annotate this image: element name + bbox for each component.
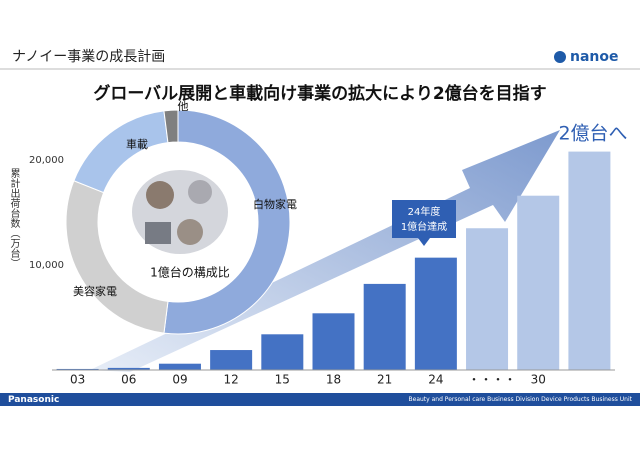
callout-pointer [418,238,430,246]
bar [363,283,406,370]
x-tick-label: 18 [326,373,341,387]
photo-appliance [145,222,171,244]
donut-slice [163,109,291,335]
section-title: ナノイー事業の成長計画 [12,49,165,65]
target-label: 2億台へ [558,123,627,145]
bar [210,350,253,370]
bar [261,334,304,370]
callout-box [392,200,456,238]
y-tick-label: 20,000 [29,155,64,166]
ellipsis-label: ・・・・ [468,373,516,387]
bar [107,367,150,370]
footer-brand: Panasonic [8,395,59,405]
bar [312,313,355,370]
donut-title: 1億台の構成比 [150,265,230,280]
logo: nanoe [570,49,619,65]
footer-bar [0,393,640,406]
x-tick-label: 15 [275,373,290,387]
logo-mark [554,51,566,63]
growth-arrow [90,130,560,372]
slice-label: 他 [178,100,189,113]
callout-line-1: 24年度 [408,205,441,218]
slice-label: 車載 [126,137,148,151]
x-tick-label: 09 [172,373,187,387]
callout-line-2: 1億台達成 [401,220,447,233]
x-tick-label: 12 [223,373,238,387]
x-tick-label: 30 [531,373,546,387]
donut-slice [163,109,179,144]
footer-unit: Beauty and Personal care Business Divisi… [409,396,633,403]
bar [568,151,611,370]
x-tick-label: 24 [428,373,443,387]
photo-person [188,180,212,204]
bar [466,228,509,370]
bar [517,195,560,370]
y-tick-label: 10,000 [29,260,64,271]
photo-person [146,181,174,209]
x-tick-label: 06 [121,373,136,387]
x-tick-label: 21 [377,373,392,387]
x-tick-label: 03 [70,373,85,387]
slice-label: 美容家電 [73,284,117,298]
slice-label: 白物家電 [253,197,297,211]
y-axis-label: 累計出荷台数（万台） [8,168,20,268]
slide-title: グローバル展開と車載向け事業の拡大により2億台を目指す [93,83,546,104]
photo-person [177,219,203,245]
bar [56,368,99,370]
bar [414,257,457,370]
bar [158,363,201,370]
